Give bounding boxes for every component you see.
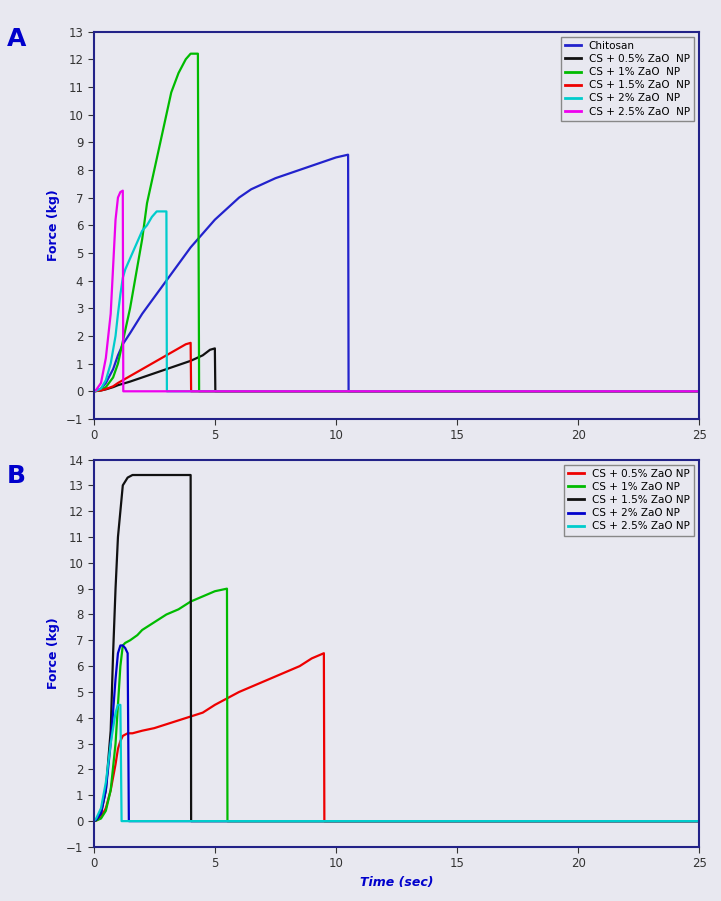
X-axis label: Time (sec): Time (sec) <box>360 876 433 889</box>
Y-axis label: Force (kg): Force (kg) <box>48 189 61 261</box>
Legend: CS + 0.5% ZaO NP, CS + 1% ZaO NP, CS + 1.5% ZaO NP, CS + 2% ZaO NP, CS + 2.5% Za: CS + 0.5% ZaO NP, CS + 1% ZaO NP, CS + 1… <box>564 465 694 535</box>
Legend: Chitosan, CS + 0.5% ZaO  NP, CS + 1% ZaO  NP, CS + 1.5% ZaO  NP, CS + 2% ZaO  NP: Chitosan, CS + 0.5% ZaO NP, CS + 1% ZaO … <box>561 37 694 121</box>
Y-axis label: Force (kg): Force (kg) <box>48 617 61 689</box>
Text: A: A <box>7 27 27 51</box>
Text: B: B <box>7 464 26 488</box>
